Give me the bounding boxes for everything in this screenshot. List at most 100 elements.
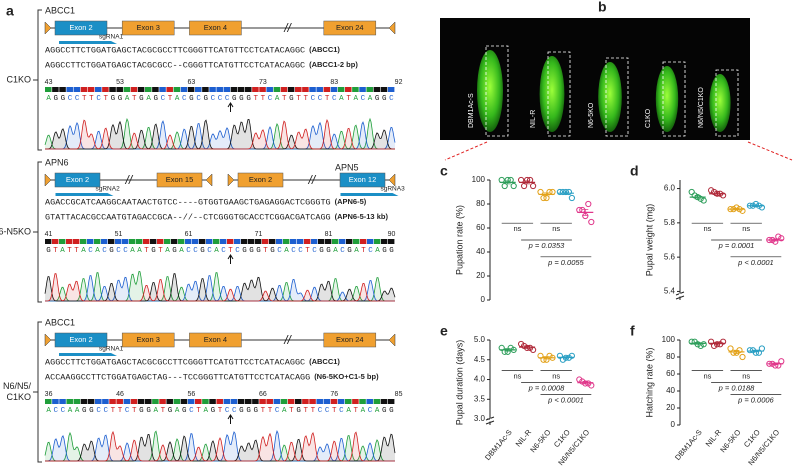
quality-block xyxy=(245,87,252,92)
quality-block xyxy=(80,239,87,244)
quality-block xyxy=(252,399,259,404)
quality-block xyxy=(316,399,323,404)
quality-block xyxy=(45,239,52,244)
comparison-label: ns xyxy=(703,224,711,233)
quality-block xyxy=(276,239,283,244)
position-number: 73 xyxy=(259,79,267,86)
axis-gap xyxy=(489,418,491,422)
quality-block xyxy=(295,87,302,92)
exon-label: Exon 2 xyxy=(249,175,272,184)
exon xyxy=(54,20,108,36)
y-tick-label: 5.0 xyxy=(474,335,486,344)
position-number: 53 xyxy=(116,79,124,86)
quality-block xyxy=(130,87,138,92)
sequence-label: (ABCC1-2 bp) xyxy=(309,60,358,69)
data-point xyxy=(739,353,746,361)
quality-block xyxy=(216,87,223,92)
position-number: 81 xyxy=(325,231,333,238)
position-number: 76 xyxy=(330,391,338,398)
quality-block xyxy=(166,399,173,404)
quality-block xyxy=(373,399,381,404)
quality-block xyxy=(157,239,164,244)
data-point xyxy=(585,200,592,208)
quality-block xyxy=(102,87,109,92)
quality-block xyxy=(59,239,66,244)
quality-block xyxy=(73,399,81,404)
quality-block xyxy=(237,87,245,92)
y-tick-label: 60 xyxy=(666,369,675,378)
quality-block xyxy=(323,399,331,404)
chart: 0 20 40 60 80 100 Pupation rate (%) ns ns p = 0.0… xyxy=(454,175,595,304)
quality-block xyxy=(66,239,73,244)
quality-block xyxy=(332,239,339,244)
quality-block xyxy=(352,87,359,92)
data-point xyxy=(556,188,564,196)
quality-block xyxy=(234,239,241,244)
quality-block xyxy=(352,399,359,404)
chromatogram xyxy=(45,119,395,150)
quality-block xyxy=(145,399,152,404)
data-point xyxy=(688,188,695,196)
quality-block xyxy=(171,239,178,244)
quality-block xyxy=(230,399,238,404)
quality-block xyxy=(195,399,202,404)
quality-block xyxy=(380,399,388,404)
quality-block xyxy=(337,87,345,92)
quality-block xyxy=(374,239,381,244)
error-bar xyxy=(733,207,740,211)
exon-label: Exon 3 xyxy=(137,23,160,32)
y-tick-label: 20 xyxy=(666,403,675,412)
exon-label: Exon 2 xyxy=(69,335,92,344)
quality-block xyxy=(359,87,366,92)
quality-block xyxy=(152,399,159,404)
quality-block xyxy=(87,239,94,244)
quality-block xyxy=(241,239,248,244)
data-point xyxy=(758,204,766,211)
panel-label: c xyxy=(440,163,448,179)
photo-label: N6-5KO xyxy=(588,102,595,128)
quality-block xyxy=(66,399,73,404)
quality-block xyxy=(252,87,259,92)
quality-block xyxy=(143,239,150,244)
chromatogram xyxy=(45,270,395,302)
quality-block xyxy=(145,87,152,92)
section-label: C1KO xyxy=(6,392,31,402)
zoom-line xyxy=(747,141,793,161)
comparison-label: p = 0.0353 xyxy=(528,241,565,250)
quality-block xyxy=(94,239,101,244)
data-point xyxy=(727,345,734,352)
x-tick-label: N6-5KO xyxy=(718,428,742,455)
quality-block xyxy=(366,399,373,404)
sequence-label: (ABCC1) xyxy=(309,45,340,54)
exon-label: Exon 4 xyxy=(204,23,227,32)
comparison-label: p < 0.0001 xyxy=(737,258,774,267)
y-tick-label: 5.6 xyxy=(664,252,676,261)
quality-block xyxy=(66,87,73,92)
comparison-label: p = 0.0001 xyxy=(718,241,755,250)
exon xyxy=(121,332,175,348)
data-point xyxy=(537,352,544,359)
data-point xyxy=(700,197,707,204)
chromatogram-fill xyxy=(45,273,395,301)
comparison-label: ns xyxy=(513,224,521,233)
gene-end xyxy=(227,173,235,187)
quality-block xyxy=(109,87,116,92)
y-axis-label: Pupal weight (mg) xyxy=(644,204,654,277)
gene-end xyxy=(388,173,396,187)
error-bar xyxy=(772,238,779,242)
section-label: C1KO xyxy=(6,74,31,84)
larva xyxy=(598,62,622,132)
y-tick-label: 40 xyxy=(666,386,675,395)
quality-block xyxy=(122,239,129,244)
exon-label: Exon 24 xyxy=(336,335,364,344)
sequence: ACCAAGGCCTTCTGGATGAGCTAG---TCCGGGTTCATGT… xyxy=(45,372,310,382)
error-bar xyxy=(582,209,589,216)
quality-block xyxy=(166,87,173,92)
exon-label: Exon 24 xyxy=(336,23,364,32)
gene-end xyxy=(44,333,52,347)
quality-block xyxy=(345,87,352,92)
sequence: AGGCCTTCTGGATGAGCTACGCGCCTTCGGGTTCATGTTC… xyxy=(45,45,305,55)
quality-block xyxy=(137,87,145,92)
section-bracket xyxy=(37,321,42,463)
gene-name: ABCC1 xyxy=(45,317,75,327)
